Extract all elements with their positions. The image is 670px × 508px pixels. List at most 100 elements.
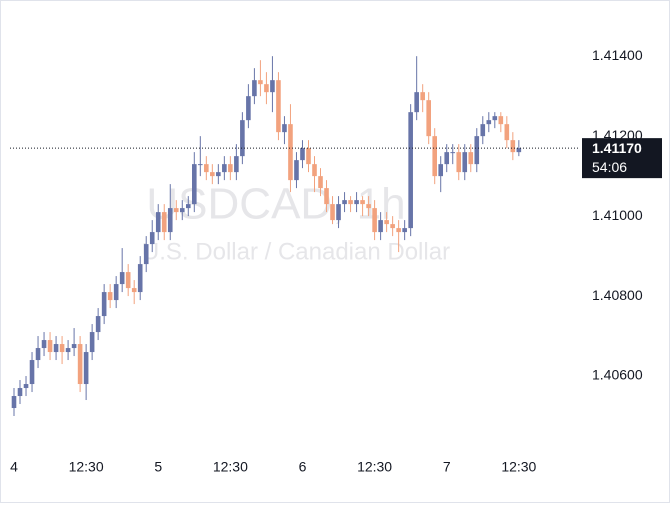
candle-body — [330, 204, 335, 221]
candle-body — [270, 80, 275, 93]
x-tick-label: 12:30 — [501, 459, 536, 475]
candle-body — [113, 284, 119, 301]
candle-body — [35, 348, 41, 361]
candle-body — [29, 360, 35, 385]
candle-body — [41, 340, 47, 349]
candle-body — [192, 164, 197, 205]
x-tick-label: 6 — [299, 459, 307, 475]
candle-body — [131, 288, 137, 293]
x-tick-label: 5 — [154, 459, 162, 475]
candle-body — [65, 348, 71, 353]
candle-body — [516, 148, 522, 153]
candle-body — [492, 116, 498, 121]
candle-body — [161, 212, 167, 233]
candle-body — [240, 120, 245, 157]
candle-body — [89, 332, 95, 353]
candle-body — [402, 228, 407, 233]
price-label-box — [582, 138, 662, 179]
candle-body — [300, 148, 305, 161]
candle-body — [137, 264, 143, 293]
y-tick-label: 1.41400 — [592, 47, 643, 63]
candle-body — [384, 220, 389, 225]
candle-body — [408, 112, 413, 229]
price-label: 1.41170 — [592, 140, 642, 156]
candle-body — [306, 148, 311, 165]
candle-body — [143, 244, 149, 265]
x-tick-label: 4 — [10, 459, 18, 475]
candle-body — [185, 204, 191, 209]
candle-body — [456, 152, 462, 173]
candle-body — [179, 208, 185, 213]
candle-body — [366, 204, 371, 209]
candle-body — [486, 120, 492, 125]
candle-body — [210, 172, 215, 177]
candle-body — [468, 152, 474, 165]
candle-body — [282, 124, 287, 133]
candle-body — [125, 272, 131, 289]
candle-body — [252, 80, 257, 97]
countdown: 54:06 — [592, 159, 627, 175]
candle-body — [336, 204, 341, 221]
candle-body — [312, 164, 317, 177]
candle-body — [360, 200, 365, 205]
candle-body — [450, 152, 456, 154]
candle-body — [354, 200, 359, 205]
candle-body — [149, 232, 155, 245]
candle-body — [107, 292, 113, 301]
candle-body — [498, 116, 504, 125]
x-tick-label: 7 — [443, 459, 451, 475]
candle-body — [276, 80, 281, 133]
candle-body — [173, 208, 179, 213]
candle-body — [396, 228, 401, 233]
candle-body — [119, 272, 125, 285]
candle-body — [474, 136, 480, 165]
y-tick-label: 1.40800 — [592, 287, 643, 303]
candle-body — [246, 96, 251, 121]
candle-body — [234, 156, 239, 173]
candle-body — [167, 208, 173, 233]
candle-body — [101, 292, 107, 317]
candle-body — [204, 164, 209, 173]
candle-body — [318, 176, 323, 189]
candle-body — [420, 92, 425, 101]
y-tick-label: 1.41000 — [592, 207, 643, 223]
candle-body — [438, 164, 444, 177]
candle-body — [504, 124, 510, 141]
candle-body — [426, 100, 431, 137]
candle-body — [264, 84, 269, 93]
candle-body — [414, 92, 419, 113]
candle-body — [510, 140, 516, 153]
candle-body — [288, 124, 293, 181]
candle-body — [47, 340, 53, 353]
candle-body — [59, 344, 65, 353]
candle-body — [23, 384, 29, 389]
candle-body — [53, 344, 59, 353]
candle-body — [294, 160, 299, 181]
x-tick-label: 12:30 — [213, 459, 248, 475]
candle-body — [17, 388, 23, 397]
candle-body — [198, 164, 203, 166]
candle-body — [71, 344, 77, 349]
candle-body — [258, 80, 263, 85]
candle-body — [77, 344, 83, 385]
candle-body — [11, 396, 17, 409]
candle-body — [155, 212, 161, 233]
y-tick-label: 1.40600 — [592, 367, 643, 383]
candle-body — [390, 224, 395, 229]
candle-body — [444, 152, 450, 165]
candle-body — [228, 164, 233, 173]
watermark-description: U.S. Dollar / Canadian Dollar — [142, 238, 450, 265]
candle-body — [480, 124, 486, 137]
candle-body — [348, 200, 353, 205]
candle-body — [432, 136, 437, 177]
candle-body — [222, 164, 227, 173]
x-tick-label: 12:30 — [357, 459, 392, 475]
candle-body — [83, 352, 89, 385]
candle-body — [216, 172, 221, 177]
candle-body — [342, 200, 347, 205]
candle-body — [462, 152, 468, 173]
candle-body — [324, 188, 329, 205]
candle-body — [372, 208, 377, 233]
